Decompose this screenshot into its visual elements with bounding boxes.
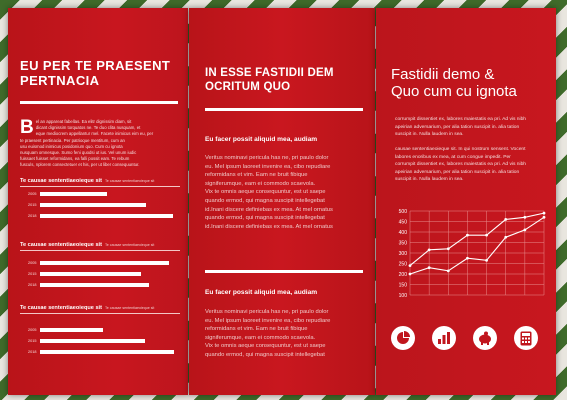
data-point bbox=[523, 228, 527, 232]
section-body: Veritus nominavi pericula has ne, pri pa… bbox=[205, 155, 333, 230]
bar-year-label: 2005 bbox=[28, 191, 37, 196]
brochure-panel-left: EU PER TE PRAESENT PERTNACIA B el an app… bbox=[8, 8, 188, 395]
series-line bbox=[409, 216, 545, 275]
bar bbox=[40, 213, 173, 218]
bar-year-label: 2018 bbox=[28, 213, 37, 218]
piggy-bank-icon bbox=[473, 326, 497, 350]
data-point bbox=[542, 211, 546, 215]
data-point bbox=[427, 266, 431, 270]
data-point bbox=[504, 235, 508, 239]
bar bbox=[40, 260, 169, 265]
section-heading: Eu facer possit aliquid mea, audiam bbox=[205, 289, 318, 296]
bar-year-label: 2005 bbox=[28, 327, 37, 332]
section-heading: Eu facer possit aliquid mea, audiam bbox=[205, 136, 318, 143]
data-point bbox=[466, 256, 469, 260]
section-rule bbox=[205, 270, 363, 273]
panel3-title: Fastidii demo & Quo cum cu ignota bbox=[391, 66, 517, 100]
y-tick-label: 200 bbox=[399, 272, 408, 278]
panel1-title: EU PER TE PRAESENT PERTNACIA bbox=[20, 58, 171, 88]
bar bbox=[40, 202, 147, 207]
data-point bbox=[523, 215, 527, 219]
calculator-icon bbox=[514, 326, 538, 350]
bar bbox=[40, 282, 150, 287]
brochure-panel-middle: IN ESSE FASTIDII DEM OCRITUM QUO Eu face… bbox=[189, 8, 375, 395]
bar-year-label: 2018 bbox=[28, 349, 37, 354]
bar-chart-icon bbox=[432, 326, 456, 350]
data-point bbox=[408, 264, 412, 267]
y-tick-label: 150 bbox=[399, 282, 408, 288]
data-point bbox=[504, 218, 508, 221]
intro-paragraph: B el an appareat fabellas. Ea elitr dign… bbox=[20, 117, 154, 168]
bar bbox=[40, 327, 103, 332]
y-tick-label: 400 bbox=[399, 230, 408, 236]
bar-year-label: 2015 bbox=[28, 202, 37, 207]
bar-year-label: 2018 bbox=[28, 282, 37, 287]
y-tick-label: 500 bbox=[399, 209, 408, 215]
data-point bbox=[408, 272, 412, 276]
data-point bbox=[446, 247, 450, 251]
section-body: Veritus nominavi pericula has ne, pri pa… bbox=[205, 309, 331, 358]
y-tick-label: 250 bbox=[399, 261, 408, 267]
bar-year-label: 2015 bbox=[28, 338, 37, 343]
bar-group: Te causae sententiaeoieque sit Te causae … bbox=[20, 305, 180, 354]
section-rule bbox=[205, 108, 363, 111]
y-tick-label: 300 bbox=[399, 251, 408, 257]
bar-group: Te causae sententiaeoieque sit Te causae … bbox=[20, 242, 180, 287]
bar bbox=[40, 349, 175, 354]
bar-year-label: 2015 bbox=[28, 271, 37, 276]
y-tick-label: 350 bbox=[399, 240, 408, 246]
y-tick-label: 450 bbox=[399, 219, 408, 225]
data-point bbox=[427, 248, 431, 252]
pie-chart-icon bbox=[391, 326, 415, 350]
data-point bbox=[466, 233, 469, 237]
line-chart: 500 450 400 350 300 250 200 150 100 bbox=[399, 209, 546, 299]
data-point bbox=[485, 233, 488, 237]
drop-cap: B bbox=[20, 117, 34, 138]
data-point bbox=[542, 215, 546, 219]
y-tick-label: 100 bbox=[399, 293, 408, 299]
bar-group: Te causae sententiaeoieque sit Te causae … bbox=[20, 178, 180, 218]
data-point bbox=[446, 269, 450, 273]
brochure-panel-right: Fastidii demo & Quo cum cu ignota corrum… bbox=[376, 8, 556, 395]
bar bbox=[40, 338, 145, 343]
series-line bbox=[409, 212, 545, 267]
panel2-title: IN ESSE FASTIDII DEM OCRITUM QUO bbox=[205, 67, 334, 93]
data-point bbox=[485, 258, 488, 262]
bar bbox=[40, 191, 108, 196]
panel3-paragraph: causae sententiaeoieque sit. In qui nost… bbox=[395, 147, 527, 183]
panel3-paragraph: corrumpit dissentiet ex, labores maiesta… bbox=[395, 117, 527, 138]
title-rule bbox=[20, 101, 178, 104]
bar bbox=[40, 271, 141, 276]
bar-year-label: 2005 bbox=[28, 260, 37, 265]
